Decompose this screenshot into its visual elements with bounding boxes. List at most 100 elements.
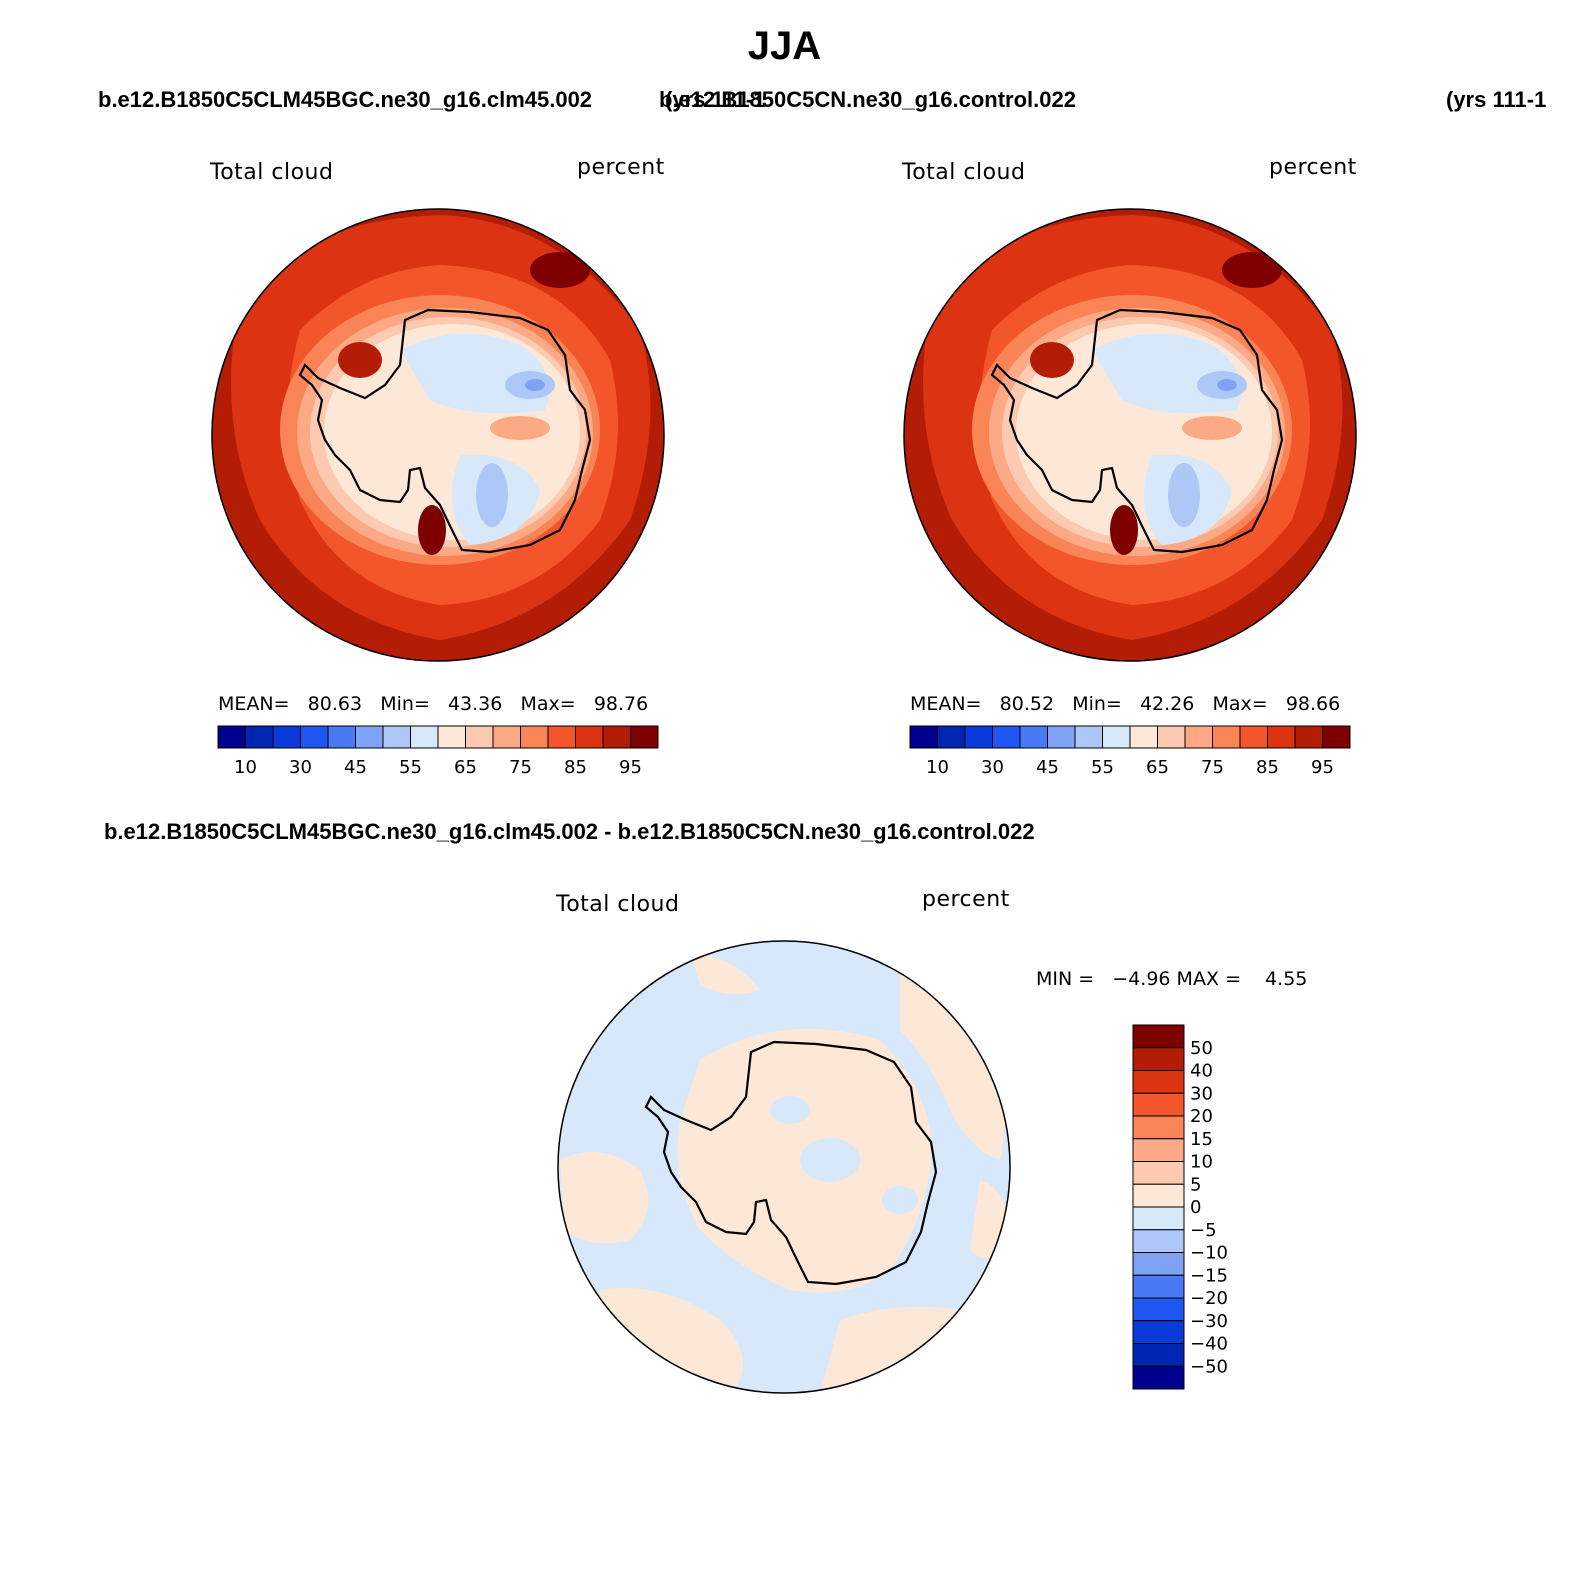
colorbar-tick-label: 45 xyxy=(1036,757,1059,778)
colorbar-swatch xyxy=(1322,725,1351,749)
max-label: Max= xyxy=(1212,693,1268,715)
colorbar-tick-label: 45 xyxy=(344,757,367,778)
min-value: 42.26 xyxy=(1139,693,1195,715)
colorbar-tick-label: 75 xyxy=(1201,757,1224,778)
colorbar-swatch xyxy=(547,725,576,749)
legend-label: −40 xyxy=(1190,1334,1228,1355)
colorbar-swatch xyxy=(602,725,631,749)
legend-swatch xyxy=(1132,1229,1185,1253)
difference-min-max: MIN = −4.96 MAX = 4.55 xyxy=(1036,968,1308,990)
legend-swatch xyxy=(1132,1206,1185,1231)
colorbar-tick-label: 10 xyxy=(234,757,257,778)
panel1-units-label: percent xyxy=(577,155,665,180)
colorbar-swatch xyxy=(964,725,993,749)
colorbar-swatch xyxy=(272,725,301,749)
colorbar-tick-label: 75 xyxy=(509,757,532,778)
colorbar-tick-label: 65 xyxy=(1146,757,1169,778)
legend-label: 15 xyxy=(1190,1129,1213,1150)
colorbar-swatch xyxy=(465,725,494,749)
colorbar-swatch xyxy=(245,725,274,749)
colorbar-swatch xyxy=(1102,725,1131,749)
panel1-polar-map xyxy=(211,208,665,662)
colorbar-swatch xyxy=(410,725,439,749)
legend-swatch xyxy=(1132,1024,1185,1049)
colorbar-swatch xyxy=(492,725,521,749)
panel2-case-name: b.e12.B1850C5CN.ne30_g16.control.022 xyxy=(659,87,1076,112)
colorbar-swatch xyxy=(437,725,466,749)
colorbar-swatch xyxy=(1074,725,1103,749)
legend-label: 5 xyxy=(1190,1174,1201,1195)
colorbar-tick-label: 65 xyxy=(454,757,477,778)
panel2-units-label: percent xyxy=(1269,155,1357,180)
legend-swatch xyxy=(1132,1183,1185,1208)
difference-polar-map xyxy=(557,940,1011,1394)
colorbar-swatch xyxy=(1157,725,1186,749)
legend-swatch xyxy=(1132,1252,1185,1276)
legend-label: 0 xyxy=(1190,1197,1201,1218)
legend-swatch xyxy=(1132,1092,1185,1117)
legend-label: −20 xyxy=(1190,1288,1228,1309)
colorbar-tick-label: 85 xyxy=(1256,757,1279,778)
legend-swatch xyxy=(1132,1047,1185,1071)
legend-swatch xyxy=(1132,1365,1185,1390)
colorbar-swatch xyxy=(327,725,356,749)
difference-title: b.e12.B1850C5CLM45BGC.ne30_g16.clm45.002… xyxy=(104,819,1035,844)
colorbar-swatch xyxy=(1019,725,1048,749)
mean-label: MEAN= xyxy=(910,693,982,715)
panel2-stats: MEAN= 80.52 Min= 42.26 Max= 98.66 xyxy=(910,693,1340,715)
max-value: 98.76 xyxy=(593,693,649,715)
min-label: Min= xyxy=(1072,693,1122,715)
colorbar-swatch xyxy=(1129,725,1158,749)
legend-swatch xyxy=(1132,1320,1185,1344)
colorbar-swatch xyxy=(1184,725,1213,749)
legend-label: −50 xyxy=(1190,1356,1228,1377)
colorbar-swatch xyxy=(355,725,384,749)
legend-swatch xyxy=(1132,1274,1185,1299)
max-label: Max= xyxy=(520,693,576,715)
colorbar-tick-label: 85 xyxy=(564,757,587,778)
panel1-case-name: b.e12.B1850C5CLM45BGC.ne30_g16.clm45.002 xyxy=(98,87,593,112)
legend-label: −15 xyxy=(1190,1265,1228,1286)
panel2-variable-label: Total cloud xyxy=(902,160,1026,185)
colorbar-tick-label: 95 xyxy=(1311,757,1334,778)
max-value: 98.66 xyxy=(1285,693,1341,715)
colorbar-swatch xyxy=(1239,725,1268,749)
legend-label: 10 xyxy=(1190,1152,1213,1173)
colorbar-swatch xyxy=(1267,725,1296,749)
colorbar-swatch xyxy=(300,725,329,749)
difference-units-label: percent xyxy=(922,887,1010,912)
colorbar-swatch xyxy=(937,725,966,749)
panel1-stats: MEAN= 80.63 Min= 43.36 Max= 98.76 xyxy=(218,693,648,715)
legend-label: 30 xyxy=(1190,1083,1213,1104)
legend-swatch xyxy=(1132,1297,1185,1322)
legend-label: −5 xyxy=(1190,1220,1217,1241)
mean-label: MEAN= xyxy=(218,693,290,715)
colorbar-tick-label: 95 xyxy=(619,757,642,778)
colorbar-swatch xyxy=(630,725,659,749)
panel1-years: (yrs 111-1 xyxy=(665,87,766,112)
panel2-colorbar: 10 30 45 55 65 75 85 95 xyxy=(909,725,1351,778)
legend-swatch xyxy=(1132,1343,1185,1367)
colorbar-swatch xyxy=(1294,725,1323,749)
colorbar-swatch xyxy=(520,725,549,749)
colorbar-swatch xyxy=(909,725,938,749)
colorbar-tick-label: 10 xyxy=(926,757,949,778)
colorbar-swatch xyxy=(1212,725,1241,749)
colorbar-tick-label: 30 xyxy=(981,757,1004,778)
panel2-years: (yrs 111-1 xyxy=(1446,87,1547,112)
page-title: JJA xyxy=(747,24,822,68)
legend-label: −10 xyxy=(1190,1243,1228,1264)
colorbar-swatch xyxy=(1047,725,1076,749)
legend-swatch xyxy=(1132,1070,1185,1094)
panel1-variable-label: Total cloud xyxy=(210,160,334,185)
legend-label: −30 xyxy=(1190,1311,1228,1332)
colorbar-tick-label: 55 xyxy=(399,757,422,778)
colorbar-tick-label: 55 xyxy=(1091,757,1114,778)
panel1-colorbar: 10 30 45 55 65 75 85 95 xyxy=(217,725,659,778)
difference-variable-label: Total cloud xyxy=(556,892,680,917)
min-value: 43.36 xyxy=(447,693,503,715)
mean-value: 80.63 xyxy=(307,693,363,715)
colorbar-swatch xyxy=(382,725,411,749)
